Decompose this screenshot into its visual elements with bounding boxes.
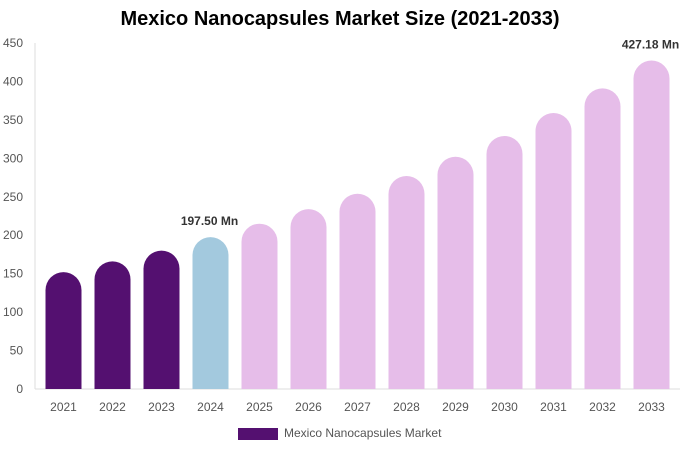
y-tick-label: 200 [3, 228, 23, 242]
bar-2032 [584, 88, 621, 389]
x-tick-label: 2028 [393, 400, 420, 414]
y-tick-label: 150 [3, 267, 23, 281]
y-tick-label: 100 [3, 305, 23, 319]
x-tick-label: 2021 [50, 400, 77, 414]
x-tick-label: 2031 [540, 400, 567, 414]
x-tick-label: 2022 [99, 400, 126, 414]
y-tick-label: 300 [3, 151, 23, 165]
x-tick-label: 2024 [197, 400, 224, 414]
bar-2026 [290, 209, 327, 389]
x-tick-label: 2023 [148, 400, 175, 414]
data-label: 197.50 Mn [181, 214, 238, 228]
y-tick-label: 50 [10, 344, 24, 358]
y-tick-label: 350 [3, 113, 23, 127]
bar-2024 [192, 237, 229, 389]
bar-2031 [535, 112, 572, 390]
x-tick-label: 2029 [442, 400, 469, 414]
y-tick-label: 450 [3, 36, 23, 50]
x-tick-label: 2030 [491, 400, 518, 414]
x-tick-label: 2027 [344, 400, 371, 414]
bar-2029 [437, 156, 474, 389]
chart-title: Mexico Nanocapsules Market Size (2021-20… [120, 8, 560, 30]
bar-2027 [339, 193, 376, 389]
x-tick-label: 2026 [295, 400, 322, 414]
y-tick-label: 400 [3, 74, 23, 88]
y-tick-label: 0 [16, 382, 23, 396]
x-tick-label: 2033 [638, 400, 665, 414]
bar-2028 [388, 176, 425, 389]
legend-swatch [238, 428, 278, 440]
bar-2030 [486, 136, 523, 389]
data-label: 427.18 Mn [622, 38, 679, 52]
legend-label: Mexico Nanocapsules Market [284, 426, 442, 440]
y-tick-label: 250 [3, 190, 23, 204]
bar-2025 [241, 223, 278, 389]
bar-2022 [94, 261, 131, 389]
bar-2021 [45, 272, 82, 389]
x-tick-label: 2025 [246, 400, 273, 414]
x-tick-label: 2032 [589, 400, 616, 414]
bar-2033 [633, 60, 670, 389]
bar-2023 [143, 250, 180, 389]
